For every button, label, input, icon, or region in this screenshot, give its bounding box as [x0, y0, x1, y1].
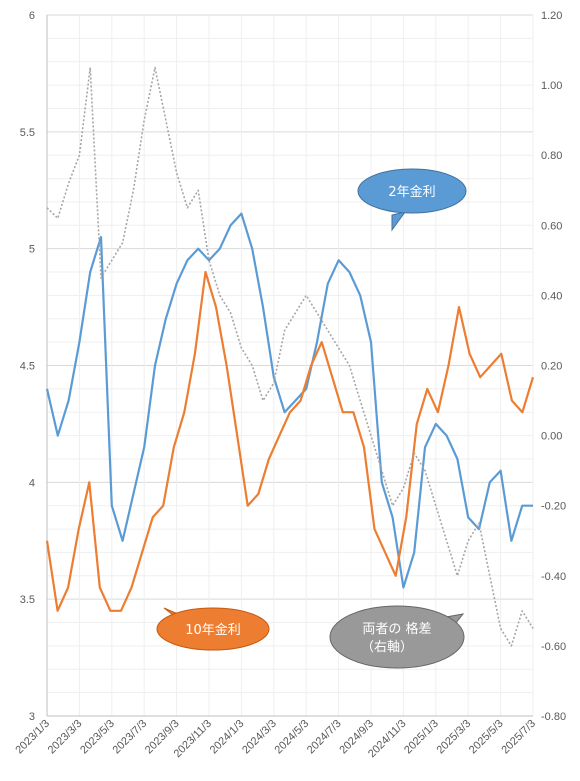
left-axis-ticks: 3 3.5 4 4.5 5 5.5 6 — [20, 10, 35, 723]
left-tick-label: 5 — [29, 244, 35, 256]
right-tick-label: 1.20 — [541, 10, 562, 22]
left-tick-label: 3 — [29, 711, 35, 723]
annotation-2y-pointer — [391, 211, 407, 232]
left-tick-label: 4.5 — [20, 361, 35, 373]
annotation-spread-bubble — [329, 605, 465, 669]
right-tick-label: -0.20 — [541, 501, 566, 513]
right-tick-label: 0.80 — [541, 150, 562, 162]
annotation-10y-bubble — [156, 607, 270, 651]
series-line-2 — [46, 66, 534, 647]
left-tick-label: 6 — [29, 10, 35, 22]
right-tick-label: 0.20 — [541, 361, 562, 373]
annotation-10y: 10年金利 — [156, 607, 270, 651]
right-axis-ticks: -0.80 -0.60 -0.40 -0.20 0.00 0.20 0.40 0.60 0.80… — [541, 10, 566, 723]
annotation-2y-bubble — [357, 168, 467, 214]
right-tick-label: 1.00 — [541, 80, 562, 92]
left-tick-label: 4 — [29, 477, 35, 489]
annotation-2y: 2年金利 — [357, 168, 467, 232]
right-tick-label: -0.40 — [541, 571, 566, 583]
right-tick-label: 0.60 — [541, 220, 562, 232]
annotation-spread-label: 両者の 格差 — [362, 621, 431, 637]
annotation-2y-label: 2年金利 — [388, 184, 435, 200]
annotation-spread-label-2: （右軸） — [361, 640, 413, 655]
right-tick-label: -0.80 — [541, 711, 566, 723]
left-tick-label: 5.5 — [20, 127, 35, 139]
annotation-spread: 両者の 格差 （右軸） — [329, 605, 465, 669]
annotation-10y-label: 10年金利 — [185, 622, 241, 638]
right-tick-label: 0.40 — [541, 290, 562, 302]
series-lines — [45, 66, 535, 647]
right-tick-label: -0.60 — [541, 641, 566, 653]
left-tick-label: 3.5 — [20, 594, 35, 606]
series-line-0 — [45, 212, 533, 589]
series-line-1 — [45, 270, 535, 612]
right-tick-label: 0.00 — [541, 431, 562, 443]
